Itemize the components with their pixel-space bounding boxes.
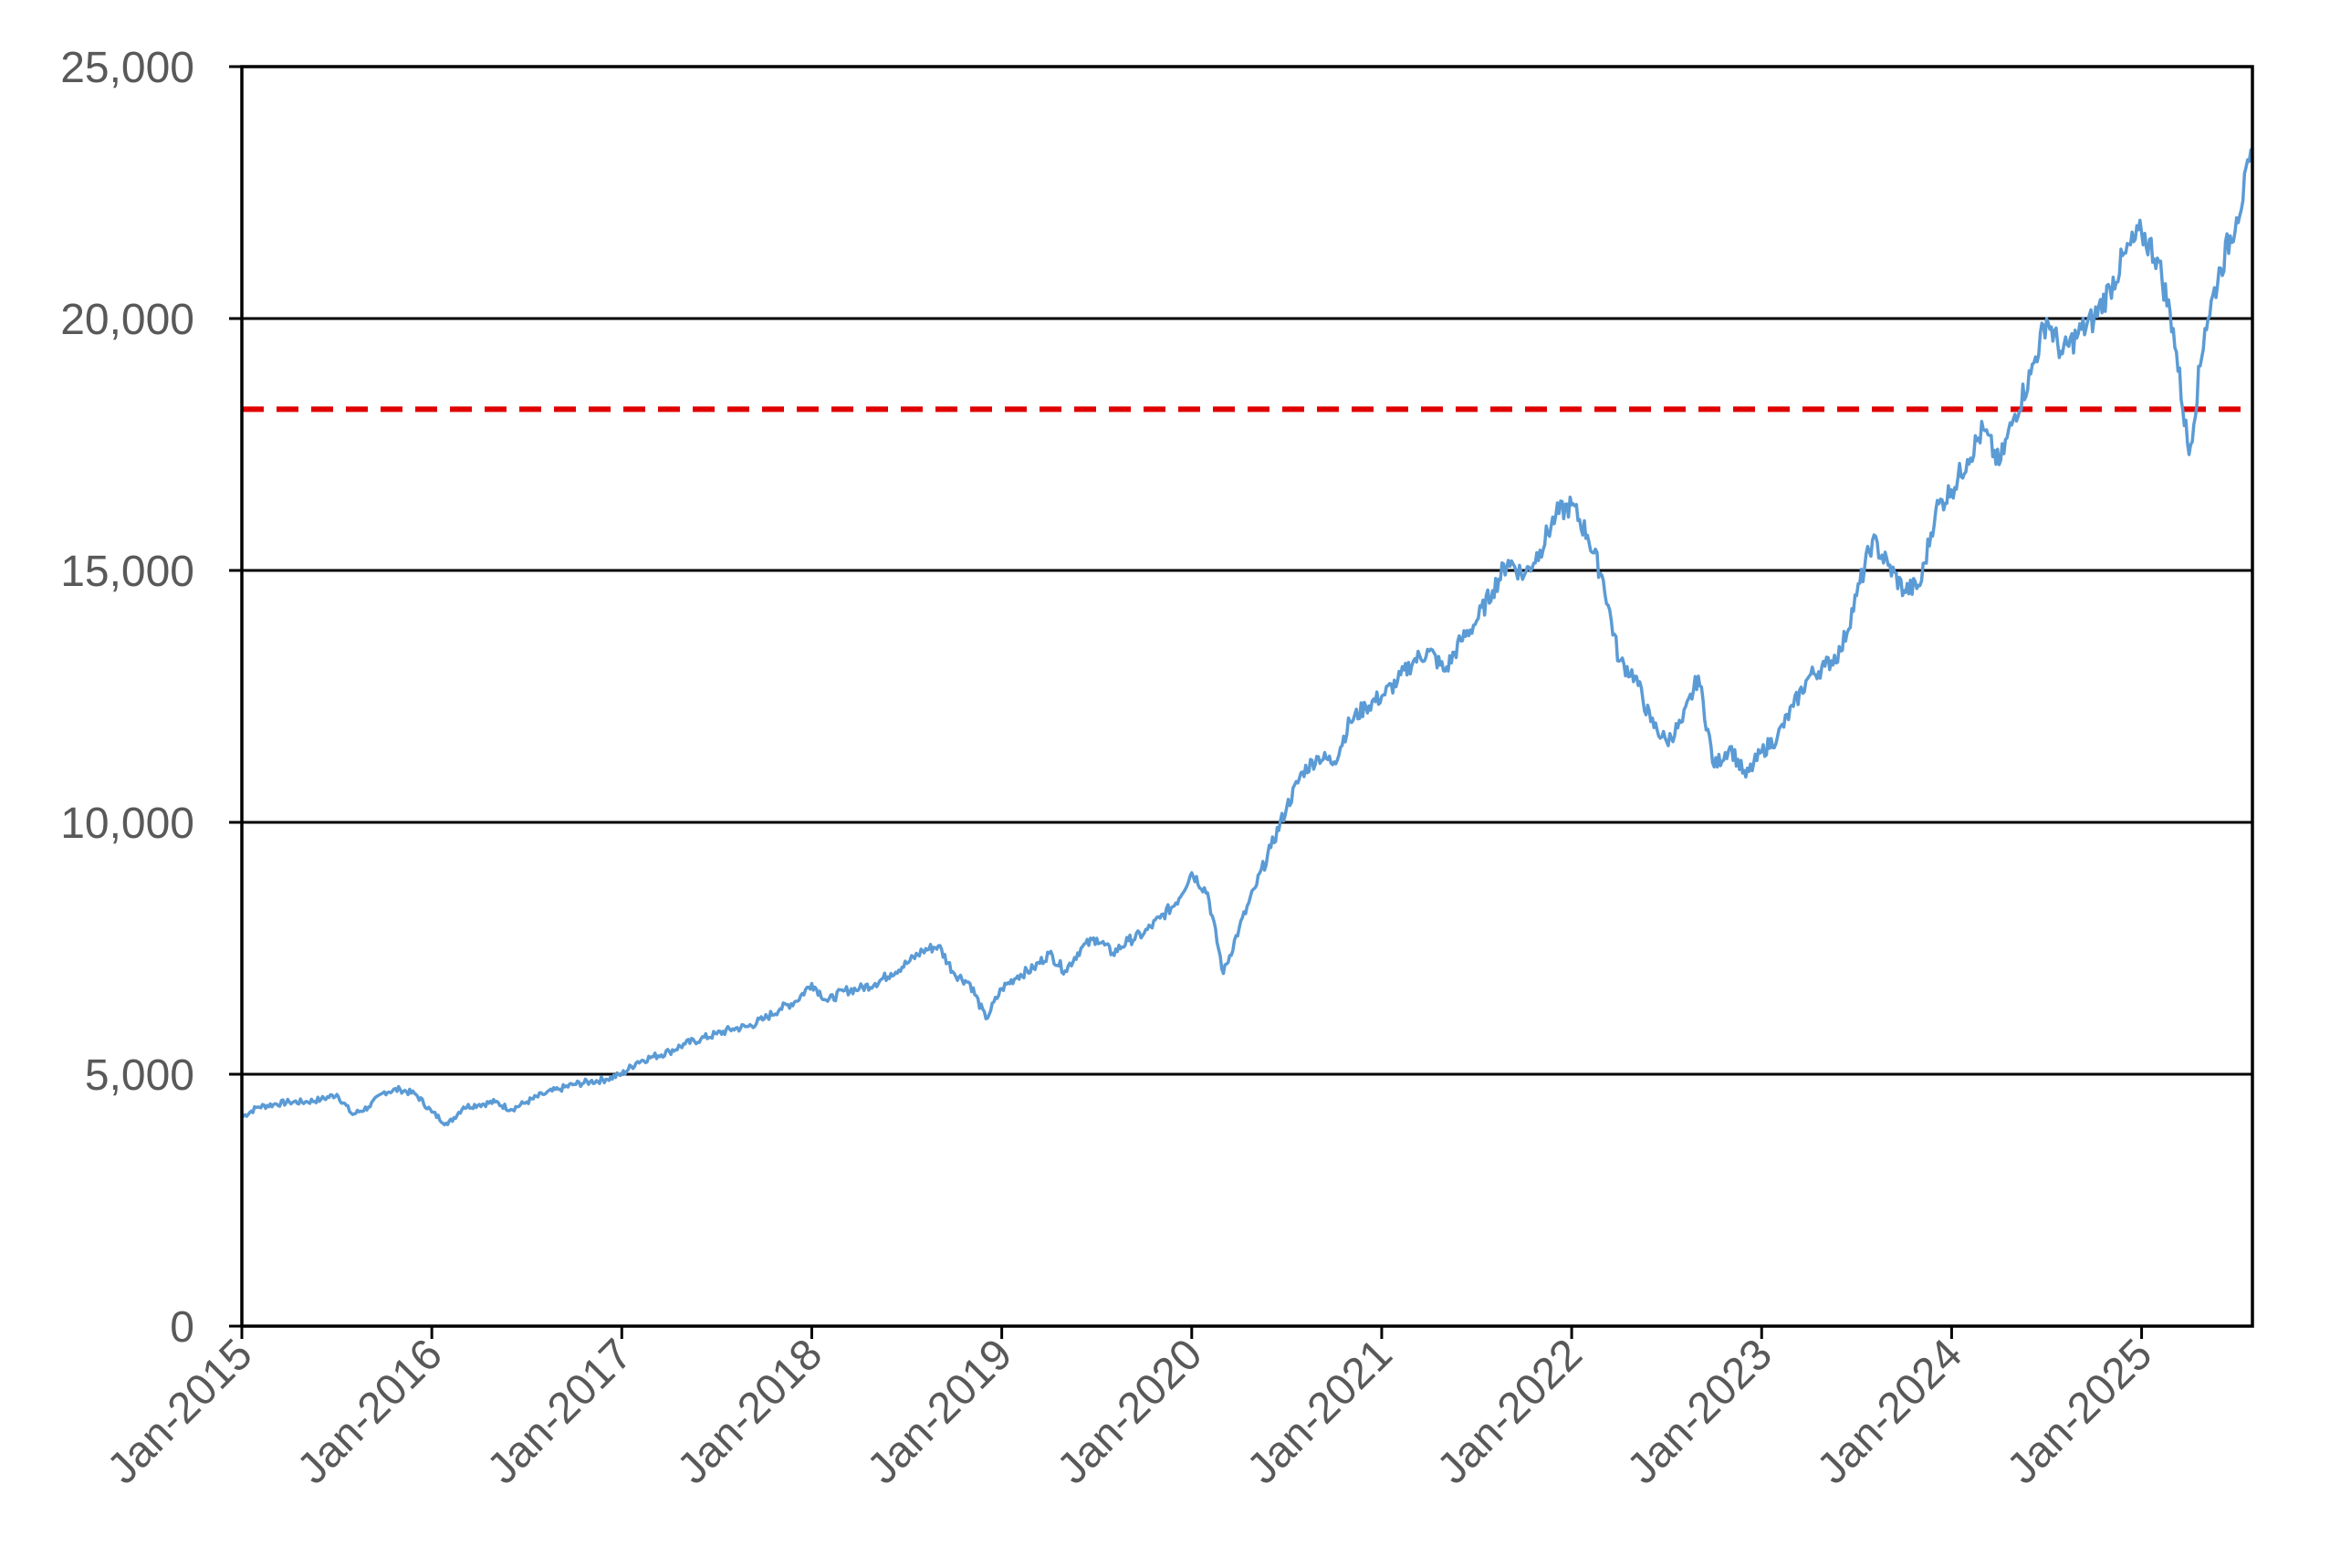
y-tick-label: 15,000	[60, 548, 194, 596]
y-tick-label: 10,000	[60, 800, 194, 848]
gridlines	[242, 317, 2252, 1076]
x-tick-label: Jan-2017	[478, 1330, 642, 1493]
x-axis-tick-labels: Jan-2015 Jan-2016 Jan-2017 Jan-2018 Jan-2019…	[99, 1330, 2162, 1493]
x-tick-label: Jan-2019	[858, 1330, 1021, 1493]
x-tick-label: Jan-2015	[99, 1330, 262, 1493]
y-tick-label: 25,000	[60, 44, 194, 92]
x-tick-label: Jan-2021	[1238, 1330, 1402, 1493]
y-axis-tick-labels: 0 5,000 10,000 15,000 20,000 25,000	[60, 44, 194, 1352]
series-line	[241, 148, 2254, 1127]
x-tick-label: Jan-2020	[1049, 1330, 1212, 1493]
x-tick-label: Jan-2025	[1998, 1330, 2161, 1493]
y-tick-label: 5,000	[85, 1051, 194, 1100]
x-tick-label: Jan-2022	[1428, 1330, 1592, 1493]
y-tick-label: 20,000	[60, 296, 194, 344]
plot-border	[240, 65, 2254, 1328]
x-tick-label: Jan-2016	[288, 1330, 452, 1493]
plot-frame	[229, 65, 2254, 1339]
y-tick-label: 0	[170, 1303, 194, 1352]
x-tick-label: Jan-2024	[1808, 1330, 1971, 1493]
x-tick-label: Jan-2018	[668, 1330, 831, 1493]
x-tick-label: Jan-2023	[1618, 1330, 1781, 1493]
series-group	[241, 148, 2254, 1127]
